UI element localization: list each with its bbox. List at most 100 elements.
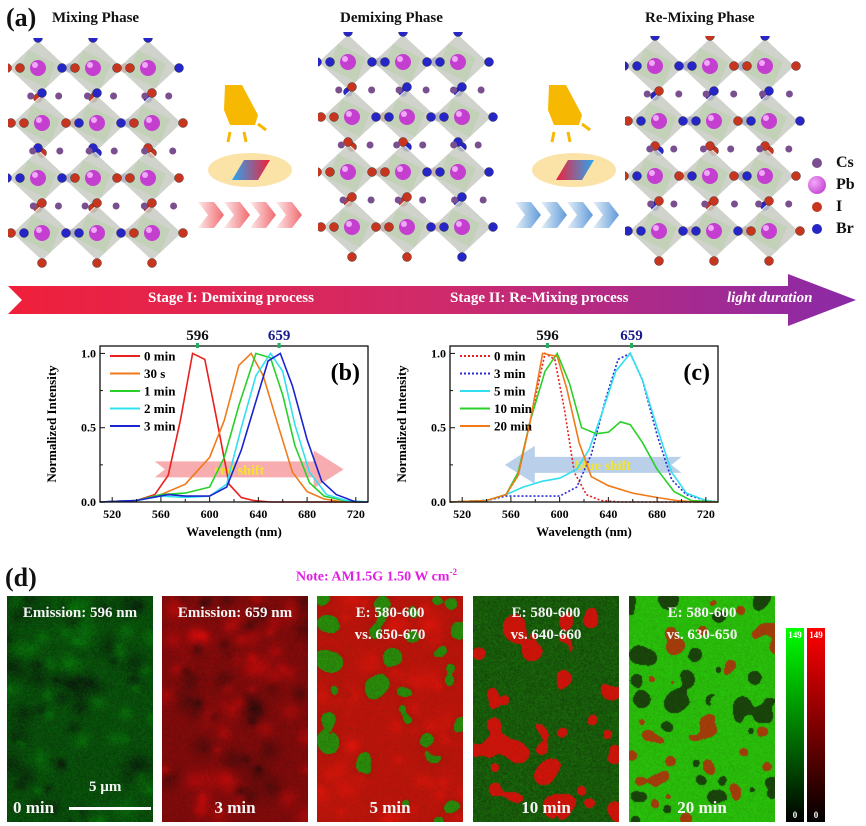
i-atom — [791, 171, 801, 181]
cs-atom — [368, 86, 376, 94]
br-atom — [325, 57, 335, 67]
br-atom — [687, 61, 697, 71]
pbx6-octahedron — [57, 143, 129, 213]
i-atom — [654, 86, 664, 96]
br-atom — [439, 222, 449, 232]
cs-atom — [27, 92, 35, 100]
cs-atom — [755, 200, 763, 208]
cs-atom — [785, 90, 793, 98]
cs-atom — [449, 86, 457, 94]
br-atom — [398, 32, 408, 37]
br-atom — [74, 228, 84, 238]
micrograph-title-line1: E: 580-600 — [511, 605, 581, 621]
legend: 0 min 3 min 5 min 10 min 20 min — [460, 349, 533, 434]
i-atom — [325, 167, 335, 177]
pbx6-octahedron — [729, 36, 801, 101]
i-atom — [367, 167, 377, 177]
pbx6-octahedron — [426, 192, 498, 262]
colorbar-min: 0 — [792, 810, 798, 820]
i-atom — [70, 173, 80, 183]
pb-atom — [140, 170, 156, 186]
blue-chevrons-icon — [515, 202, 619, 228]
cs-atom — [647, 200, 655, 208]
br-atom — [764, 86, 774, 96]
crystal-mixing — [8, 38, 188, 268]
series-line-5-min — [449, 351, 719, 503]
peak-marker — [195, 343, 199, 348]
br-atom — [422, 167, 432, 177]
cs-atom — [394, 196, 402, 204]
cs-atom — [759, 90, 767, 98]
legend-br: Br — [806, 218, 855, 240]
cs-atom — [29, 202, 37, 210]
red-colorbar: 149 0 — [807, 628, 825, 822]
legend-label: 3 min — [144, 419, 176, 434]
legend-label: 2 min — [144, 401, 176, 416]
br-atom — [116, 228, 126, 238]
i-atom — [764, 256, 774, 266]
pbx6-octahedron — [426, 82, 498, 152]
illumination-note: Note: AM1.5G 1.50 W cm-2 — [296, 567, 457, 586]
pb-atom — [757, 58, 773, 74]
i-atom — [37, 198, 47, 208]
red-chevrons-icon — [198, 202, 302, 228]
br-atom — [678, 226, 688, 236]
pbx6-octahedron — [367, 32, 439, 97]
series-line-2-min — [99, 351, 369, 503]
i-atom — [347, 192, 357, 202]
i-atom — [371, 222, 381, 232]
br-atom — [57, 63, 67, 73]
pb-atom — [706, 113, 722, 129]
pb-atom — [454, 219, 470, 235]
br-atom — [636, 116, 646, 126]
green-colorbar: 149 0 — [786, 628, 804, 822]
i-atom — [112, 63, 122, 73]
i-atom — [329, 112, 339, 122]
cs-atom — [56, 147, 64, 155]
cs-atom — [785, 200, 793, 208]
legend-label: 10 min — [494, 401, 533, 416]
x-tick-label: 680 — [648, 507, 666, 521]
br-atom — [746, 116, 756, 126]
stage1-label: Stage I: Demixing process — [148, 290, 314, 306]
pbx6-octahedron — [116, 198, 188, 268]
i-atom — [8, 118, 16, 128]
pbx6-octahedron — [8, 198, 78, 268]
x-tick-label: 560 — [152, 507, 170, 521]
legend-label: 1 min — [144, 384, 176, 399]
micrograph-title-line2: vs. 630-650 — [666, 627, 738, 643]
br-atom — [343, 32, 353, 37]
micrograph-20min: E: 580-600 vs. 630-650 20 min — [629, 596, 775, 822]
br-atom — [19, 228, 29, 238]
cs-atom — [141, 92, 149, 100]
legend-label: 0 min — [144, 349, 176, 364]
pb-atom — [702, 168, 718, 184]
legend-i: I — [806, 196, 855, 218]
series-line-30-s — [99, 352, 368, 503]
cs-atom — [55, 92, 63, 100]
br-atom — [742, 171, 752, 181]
pbx6-octahedron — [625, 36, 691, 101]
pb-atom — [34, 225, 50, 241]
micrograph-title: Emission: 596 nm — [22, 605, 138, 621]
i-atom — [791, 61, 801, 71]
octahedra — [625, 36, 805, 266]
panel-label: (b) — [331, 360, 360, 386]
br-atom — [691, 116, 701, 126]
series-line-3-min — [99, 352, 368, 503]
pb-atom — [340, 164, 356, 180]
i-atom — [709, 256, 719, 266]
i-atom — [112, 173, 122, 183]
i-atom — [174, 173, 184, 183]
panel-label: (c) — [683, 360, 710, 386]
pbx6-octahedron — [318, 192, 388, 262]
i-atom — [402, 192, 412, 202]
br-atom — [15, 173, 25, 183]
micrograph-canvas — [7, 596, 153, 822]
shift-arrow — [154, 450, 344, 489]
pb-atom — [651, 113, 667, 129]
pb-atom — [89, 225, 105, 241]
cs-atom — [170, 202, 178, 210]
pbx6-octahedron — [625, 196, 695, 266]
peak-label: 659 — [268, 330, 291, 344]
